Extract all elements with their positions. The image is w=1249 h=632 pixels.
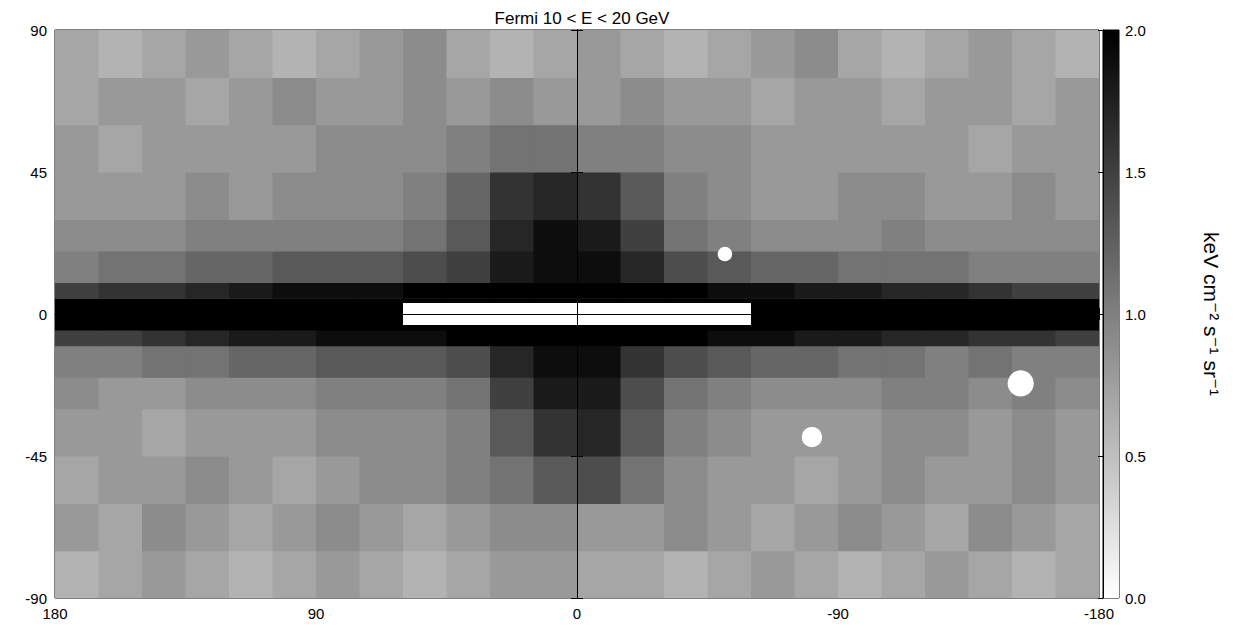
svg-text:0: 0 (573, 605, 581, 622)
svg-text:2.0: 2.0 (1125, 22, 1146, 39)
svg-text:-180: -180 (1084, 605, 1114, 622)
svg-text:1.5: 1.5 (1125, 164, 1146, 181)
svg-text:0: 0 (39, 306, 47, 323)
svg-text:keV cm⁻² s⁻¹ sr⁻¹: keV cm⁻² s⁻¹ sr⁻¹ (1200, 232, 1223, 396)
svg-text:-45: -45 (25, 448, 47, 465)
svg-text:Fermi 10 < E < 20 GeV: Fermi 10 < E < 20 GeV (495, 9, 670, 28)
svg-text:1.0: 1.0 (1125, 306, 1146, 323)
svg-text:-90: -90 (25, 590, 47, 607)
svg-text:45: 45 (30, 164, 47, 181)
svg-text:0.5: 0.5 (1125, 448, 1146, 465)
svg-text:180: 180 (42, 605, 67, 622)
svg-text:0.0: 0.0 (1125, 590, 1146, 607)
svg-text:90: 90 (308, 605, 325, 622)
svg-text:-90: -90 (827, 605, 849, 622)
svg-text:90: 90 (30, 22, 47, 39)
